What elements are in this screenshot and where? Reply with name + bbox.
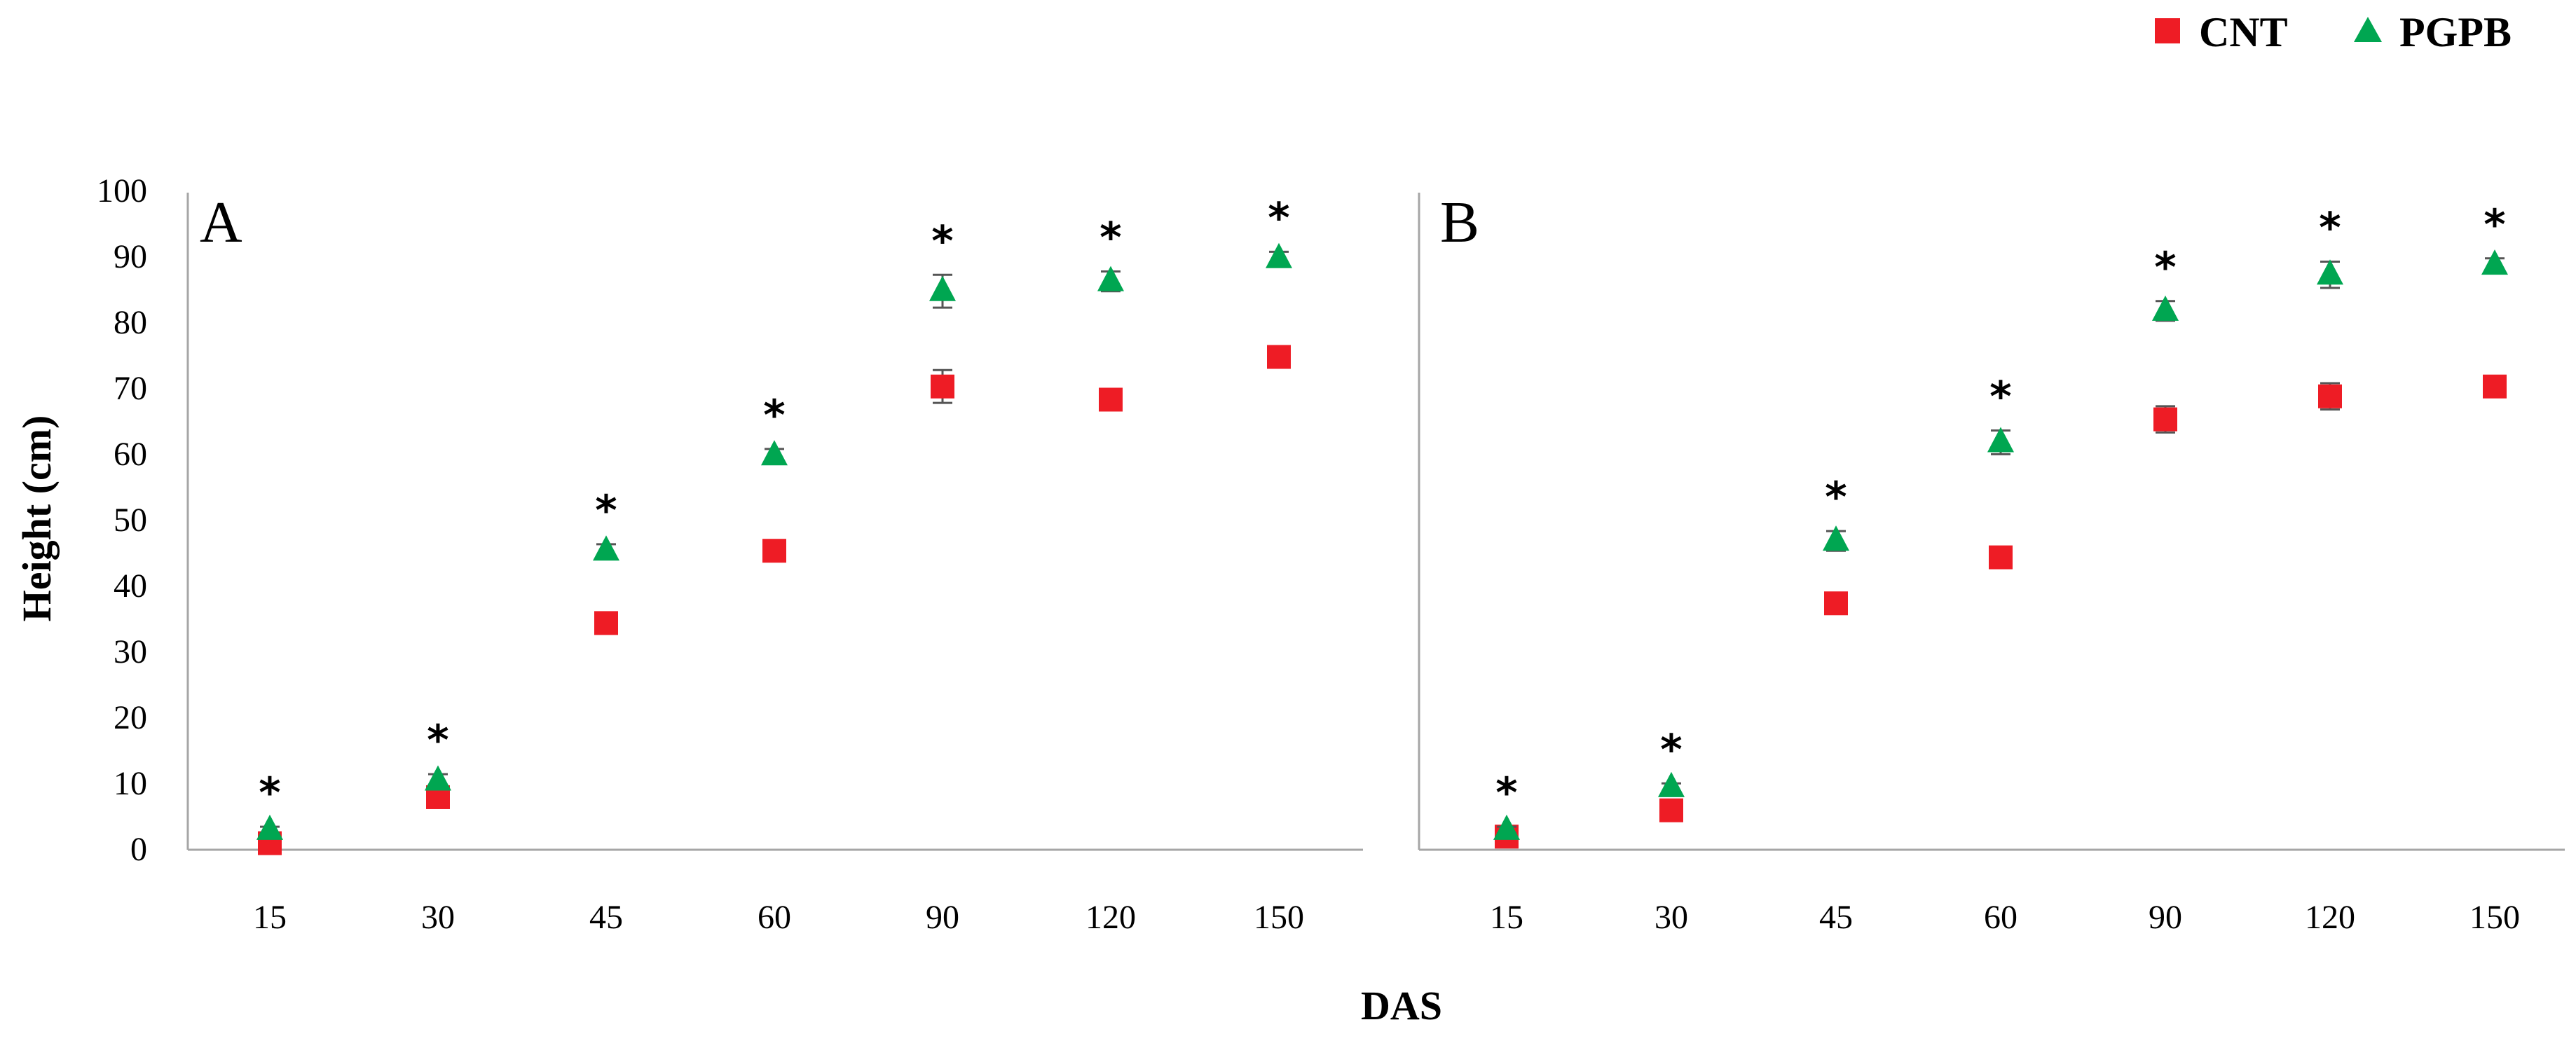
y-ticks: 0 10 20 30 40 50 60 70 80 90 100	[97, 172, 147, 868]
plot-area-a: * * * * * * *	[186, 193, 1363, 855]
x-tick-label: 45	[1819, 899, 1853, 936]
data-point-cnt	[594, 611, 618, 635]
significance-star: *	[1825, 473, 1847, 522]
x-tick-label: 60	[1984, 899, 2017, 936]
y-tick-label: 100	[97, 172, 147, 209]
legend: CNT PGPB	[2155, 9, 2512, 55]
x-tick-label: 90	[926, 899, 959, 936]
data-point-cnt	[762, 539, 786, 563]
y-tick-label: 20	[114, 699, 147, 736]
x-tick-label: 30	[421, 899, 455, 936]
data-point-cnt	[1267, 345, 1291, 369]
x-tick-label: 15	[253, 899, 287, 936]
significance-star: *	[1495, 768, 1517, 818]
y-tick-label: 90	[114, 238, 147, 275]
y-tick-label: 30	[114, 633, 147, 670]
data-point-cnt	[1099, 387, 1123, 412]
panel-b: 15 30 45 60 90 120 150 B * * * * * * *	[1418, 190, 2565, 936]
data-point-pgpb	[1823, 525, 1849, 551]
x-tick-label: 30	[1654, 899, 1688, 936]
significance-star: *	[1268, 193, 1289, 242]
data-point-pgpb	[1097, 266, 1124, 291]
significance-star: *	[931, 216, 953, 266]
x-tick-label: 45	[589, 899, 623, 936]
data-point-pgpb	[256, 814, 283, 840]
significance-star: *	[1660, 725, 1682, 774]
data-point-cnt	[2318, 384, 2342, 408]
data-point-cnt	[1824, 591, 1848, 616]
y-tick-label: 70	[114, 370, 147, 407]
data-point-pgpb	[929, 275, 956, 301]
data-point-pgpb	[593, 535, 619, 561]
x-tick-label: 120	[2305, 899, 2355, 936]
data-point-cnt	[1989, 545, 2013, 570]
data-point-pgpb	[1266, 242, 1292, 268]
x-tick-label: 150	[1254, 899, 1304, 936]
x-ticks: 15 30 45 60 90 120 150	[1490, 899, 2520, 936]
y-tick-label: 80	[114, 304, 147, 341]
x-ticks: 15 30 45 60 90 120 150	[253, 899, 1304, 936]
significance-star: *	[427, 716, 448, 765]
y-tick-label: 50	[114, 502, 147, 539]
data-point-pgpb	[1493, 814, 1520, 840]
significance-star: *	[763, 391, 785, 440]
y-tick-label: 10	[114, 765, 147, 802]
data-point-pgpb	[2317, 259, 2343, 285]
data-point-cnt	[931, 374, 954, 399]
plot-area-b: * * * * * * *	[1418, 193, 2565, 851]
data-point-pgpb	[1658, 771, 1685, 797]
x-tick-label: 60	[758, 899, 791, 936]
x-tick-label: 120	[1085, 899, 1136, 936]
data-point-cnt	[1659, 798, 1683, 822]
x-tick-label: 15	[1490, 899, 1523, 936]
data-point-cnt	[2483, 374, 2507, 399]
y-axis-title: Height (cm)	[14, 415, 60, 622]
legend-marker-cnt	[2155, 18, 2180, 43]
significance-star: *	[259, 768, 280, 818]
legend-label-pgpb: PGPB	[2399, 9, 2512, 55]
panel-label-b: B	[1440, 190, 1479, 255]
significance-star: *	[2483, 200, 2505, 249]
data-point-pgpb	[1987, 427, 2014, 453]
x-tick-label: 150	[2469, 899, 2520, 936]
y-tick-label: 60	[114, 436, 147, 473]
data-point-cnt	[2153, 407, 2177, 432]
data-point-pgpb	[2481, 249, 2508, 275]
legend-marker-pgpb	[2354, 17, 2382, 42]
significance-star: *	[1989, 373, 2011, 422]
significance-star: *	[1099, 214, 1121, 263]
panel-label-a: A	[200, 190, 242, 255]
significance-star: *	[2154, 243, 2176, 292]
data-point-pgpb	[425, 765, 451, 791]
significance-star: *	[595, 486, 617, 535]
significance-star: *	[2319, 203, 2341, 252]
x-axis-title: DAS	[1361, 983, 1442, 1028]
x-tick-label: 90	[2149, 899, 2182, 936]
data-point-pgpb	[761, 440, 788, 466]
data-point-pgpb	[2152, 295, 2179, 321]
y-tick-label: 0	[130, 831, 147, 868]
y-tick-label: 40	[114, 567, 147, 605]
panel-a: 0 10 20 30 40 50 60 70 80 90 100 15 30 4…	[97, 172, 1363, 936]
legend-label-cnt: CNT	[2199, 9, 2288, 55]
